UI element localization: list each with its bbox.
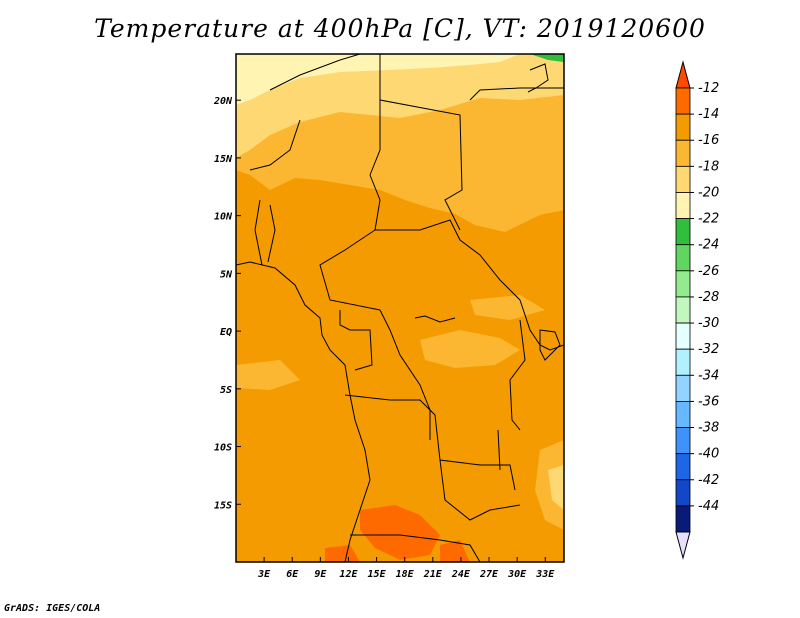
colorbar-label: -22	[698, 212, 719, 227]
x-tick-label: 21E	[423, 569, 443, 580]
colorbar-label: -12	[698, 81, 719, 96]
field-patch-congo	[420, 330, 520, 368]
field-patch-west	[236, 360, 300, 390]
colorbar-segment	[675, 192, 691, 219]
colorbar-label: -44	[698, 499, 719, 514]
y-tick-label: 15N	[214, 154, 233, 165]
y-tick-label: 5N	[220, 269, 233, 280]
x-tick-label: 33E	[535, 569, 555, 580]
colorbar-label: -36	[698, 394, 719, 409]
colorbar-label: -40	[698, 447, 719, 462]
colorbar-segment	[675, 296, 691, 324]
colorbar-segment	[675, 322, 691, 350]
x-tick-label: 18E	[396, 569, 415, 580]
colorbar-segment	[675, 374, 691, 402]
colorbar-label: -34	[698, 368, 719, 383]
field-patch-east	[470, 295, 545, 320]
grads-credit: GrADS: IGES/COLA	[4, 603, 101, 614]
field-southern-warm-patch	[360, 505, 440, 560]
colorbar-segment	[675, 139, 691, 167]
x-tick-label: 6E	[286, 569, 299, 580]
colorbar-top-triangle	[675, 60, 691, 89]
colorbar-label: -38	[698, 421, 719, 436]
y-tick-label: 15S	[214, 500, 232, 511]
temperature-field	[236, 54, 564, 562]
y-tick-label: EQ	[220, 327, 232, 338]
colorbar-segment	[675, 270, 691, 298]
colorbar-segment	[675, 401, 691, 428]
colorbar-label: -28	[698, 290, 719, 305]
colorbar-label: -32	[698, 342, 719, 357]
colorbar-label: -30	[698, 316, 719, 331]
field-warm-patch-small	[325, 545, 360, 562]
colorbar-label: -24	[698, 238, 719, 253]
colorbar-segment	[675, 427, 691, 455]
y-tick-label: 10N	[214, 212, 233, 223]
colorbar-segment	[675, 244, 691, 272]
colorbar: -12 -14 -16 -18 -20 -22 -24 -26 -28 -30 -32 -34 -36 -…	[675, 60, 719, 560]
x-tick-label: 3E	[257, 569, 271, 580]
y-tick-label: 5S	[220, 385, 232, 396]
colorbar-bottom-triangle	[675, 531, 691, 560]
field-patch-southeast	[535, 440, 564, 530]
colorbar-segment	[675, 113, 691, 141]
colorbar-segment	[675, 87, 691, 115]
colorbar-label: -20	[698, 185, 719, 200]
x-tick-label: 24E	[451, 569, 471, 580]
field-northern-cold-strip	[236, 54, 520, 105]
country-borders	[236, 54, 564, 562]
x-axis: 3E 6E 9E 12E 15E 18E 21E 24E 27E 30E 33E	[257, 557, 555, 580]
x-tick-label: 30E	[507, 569, 527, 580]
colorbar-segment	[675, 505, 691, 533]
colorbar-label: -42	[698, 473, 719, 488]
colorbar-label: -14	[698, 107, 719, 122]
field-mediterranean-corner	[530, 54, 564, 62]
map-title: Temperature at 400hPa [C], VT: 201912060…	[94, 14, 706, 43]
x-tick-label: 27E	[479, 569, 499, 580]
colorbar-segment	[675, 218, 691, 246]
y-axis: 20N 15N 10N 5N EQ 5S 10S 15S	[213, 96, 241, 511]
y-tick-label: 20N	[213, 96, 233, 107]
colorbar-label: -18	[698, 159, 719, 174]
colorbar-label: -16	[698, 133, 719, 148]
field-warm-patch-right	[440, 540, 470, 562]
map-frame	[235, 53, 565, 563]
colorbar-segment	[675, 453, 691, 481]
x-tick-label: 12E	[339, 569, 358, 580]
field-patch-southeast-light	[548, 465, 564, 510]
colorbar-segment	[675, 165, 691, 193]
field-sahara-band	[236, 54, 564, 158]
x-tick-label: 9E	[314, 569, 327, 580]
y-tick-label: 10S	[214, 443, 232, 454]
colorbar-segment	[675, 479, 691, 507]
colorbar-segment	[675, 348, 691, 376]
x-tick-label: 15E	[368, 569, 387, 580]
colorbar-label: -26	[698, 264, 719, 279]
